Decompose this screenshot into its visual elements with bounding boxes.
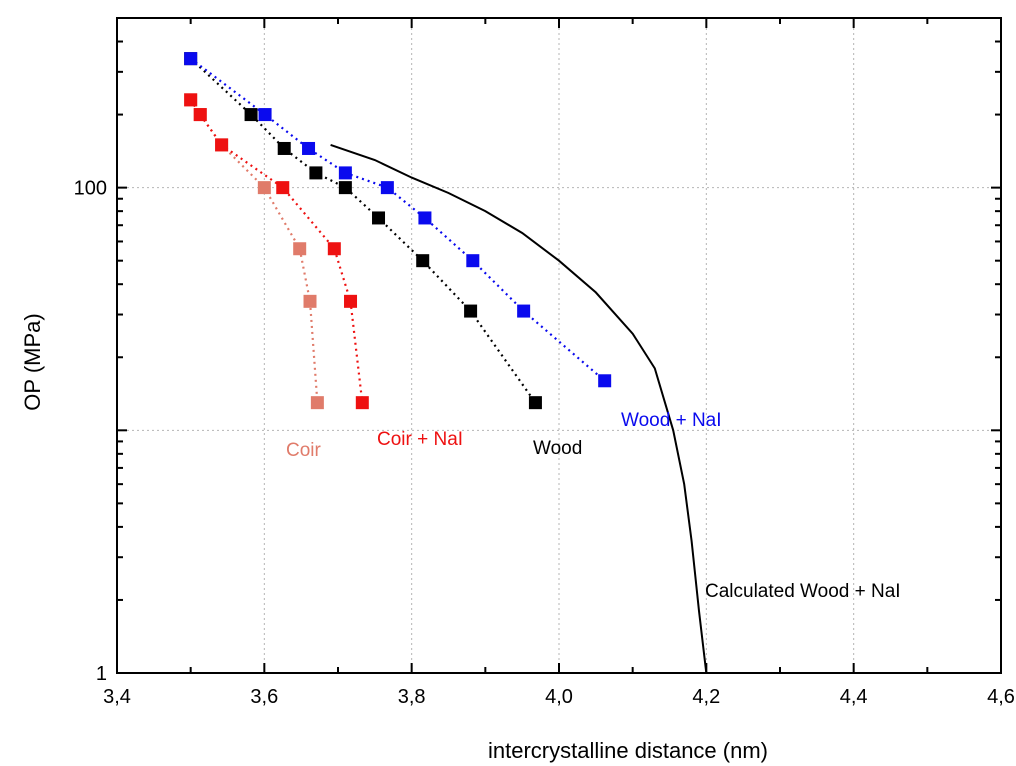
- series-calculated-wood-nai: [330, 143, 708, 674]
- grid-lines: [117, 18, 1001, 673]
- y-axis-title: OP (MPa): [20, 313, 45, 410]
- data-point-wood-nai: [466, 254, 480, 268]
- x-axis-title: intercrystalline distance (nm): [488, 738, 768, 763]
- x-tick-label: 4,2: [692, 686, 720, 708]
- data-point-wood: [416, 254, 430, 268]
- data-point-wood: [372, 211, 386, 225]
- data-point-wood-nai: [517, 304, 531, 318]
- data-point-coir-nai: [355, 396, 369, 410]
- data-point-wood: [338, 181, 352, 195]
- y-tick-label: 100: [74, 178, 107, 200]
- x-tick-label: 4,6: [987, 686, 1015, 708]
- data-point-wood-nai: [338, 166, 352, 180]
- series-coir: [184, 93, 324, 410]
- x-tick-label: 3,6: [250, 686, 278, 708]
- series-line-calculated-wood-nai: [330, 143, 708, 674]
- x-tick-label: 3,8: [398, 686, 426, 708]
- series-layer: [184, 52, 708, 674]
- data-point-coir-nai: [344, 294, 358, 308]
- label-wood: Wood: [533, 438, 582, 459]
- label-calculated-wood-nai: Calculated Wood + NaI: [705, 581, 901, 602]
- label-wood-nai: Wood + NaI: [621, 410, 722, 431]
- series-wood: [184, 52, 542, 410]
- data-point-wood: [528, 396, 542, 410]
- data-point-coir: [293, 242, 307, 256]
- series-wood-nai: [184, 52, 612, 388]
- data-point-wood-nai: [380, 181, 394, 195]
- data-point-coir-nai: [276, 181, 290, 195]
- x-tick-label: 3,4: [103, 686, 131, 708]
- y-tick-label: 1: [96, 663, 107, 685]
- series-line-wood: [189, 57, 537, 404]
- data-point-wood: [277, 141, 291, 155]
- data-point-coir-nai: [215, 138, 229, 152]
- x-tick-label: 4,0: [545, 686, 573, 708]
- data-point-coir: [310, 396, 324, 410]
- data-point-coir-nai: [193, 108, 207, 122]
- series-coir-nai: [184, 93, 369, 410]
- series-line-wood-nai: [190, 57, 606, 382]
- data-point-coir-nai: [327, 242, 341, 256]
- axis-ticks: [116, 17, 1002, 674]
- data-point-coir-nai: [184, 93, 198, 107]
- data-point-wood-nai: [302, 141, 316, 155]
- data-point-wood: [244, 108, 258, 122]
- label-coir-nai: Coir + NaI: [377, 429, 463, 450]
- data-point-wood-nai: [418, 211, 432, 225]
- data-point-coir: [303, 294, 317, 308]
- data-point-wood-nai: [184, 52, 198, 66]
- x-tick-label: 4,4: [840, 686, 868, 708]
- data-point-wood-nai: [598, 374, 612, 388]
- tick-labels: 3,4 3,6 3,8 4,0 4,2 4,4 4,6 1 100: [74, 178, 1015, 708]
- data-point-wood: [464, 304, 478, 318]
- label-coir: Coir: [286, 440, 322, 461]
- data-point-wood: [309, 166, 323, 180]
- data-point-coir: [257, 181, 271, 195]
- data-point-wood-nai: [258, 108, 272, 122]
